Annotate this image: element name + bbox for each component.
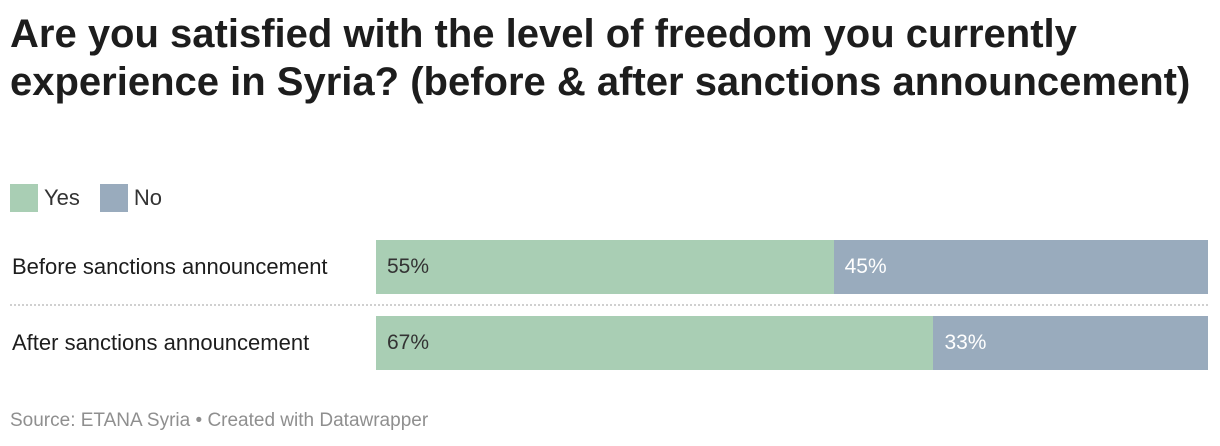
data-label-after-no: 33% (944, 331, 987, 354)
footer-separator: • (190, 410, 208, 431)
legend-swatch-yes (10, 184, 38, 212)
bar-after-no: 33% (933, 316, 1208, 370)
bar-track-before: 55% 45% (376, 240, 1208, 294)
bar-before-no: 45% (833, 240, 1208, 294)
category-label-before: Before sanctions announcement (12, 254, 328, 279)
chart-title: Are you satisfied with the level of free… (10, 12, 1191, 104)
legend-label-no: No (133, 185, 163, 210)
legend-label-yes: Yes (44, 185, 80, 210)
row-divider (10, 304, 1208, 306)
bar-before-yes: 55% (376, 240, 834, 294)
legend-item-no: No (99, 184, 163, 212)
category-label-after: After sanctions announcement (12, 330, 310, 355)
data-label-before-yes: 55% (387, 255, 430, 278)
footer: Source: ETANA Syria • Created with Dataw… (10, 410, 428, 432)
legend-item-yes: Yes (10, 184, 80, 212)
footer-credit: Created with Datawrapper (207, 410, 429, 431)
bar-row-before: Before sanctions announcement 55% 45% (10, 240, 1208, 294)
legend: Yes No (10, 184, 182, 212)
bar-track-after: 67% 33% (376, 316, 1208, 370)
data-label-after-yes: 67% (387, 331, 430, 354)
legend-swatch-no (99, 184, 128, 212)
bar-after-yes: 67% (376, 316, 934, 370)
footer-source: Source: ETANA Syria (10, 410, 191, 431)
data-label-before-no: 45% (844, 255, 887, 278)
bar-row-after: After sanctions announcement 67% 33% (10, 316, 1208, 370)
